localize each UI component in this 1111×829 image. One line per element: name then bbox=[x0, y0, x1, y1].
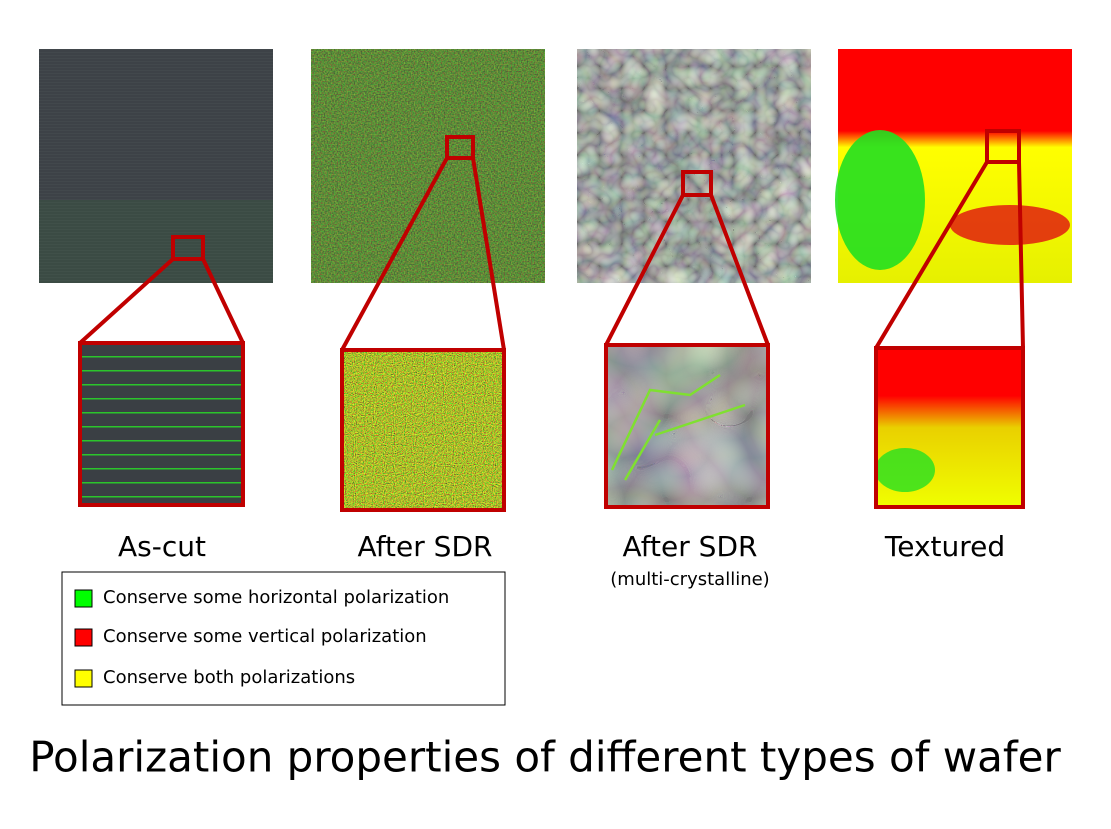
legend-label: Conserve some vertical polarization bbox=[103, 626, 427, 647]
zoom-region bbox=[681, 170, 713, 197]
zoom-image bbox=[606, 345, 768, 507]
panel-label: After SDR bbox=[358, 530, 493, 563]
figure-title: Polarization properties of different typ… bbox=[29, 733, 1061, 782]
legend: Conserve some horizontal polarization Con… bbox=[61, 571, 506, 706]
zoom-region bbox=[171, 235, 205, 261]
wafer-image bbox=[577, 49, 811, 283]
zoom-frame bbox=[78, 341, 245, 507]
zoom-region bbox=[445, 135, 475, 160]
panel-label: After SDR bbox=[623, 530, 758, 563]
panel-after-sdr: After SDR bbox=[311, 49, 545, 563]
panel-as-cut: As-cut bbox=[39, 49, 273, 563]
legend-label: Conserve some horizontal polarization bbox=[103, 587, 449, 608]
grain-boundaries bbox=[610, 373, 746, 481]
legend-swatch bbox=[74, 589, 93, 608]
panel-textured: Textured bbox=[835, 49, 1072, 563]
legend-swatch bbox=[74, 669, 93, 688]
zoom-image bbox=[80, 343, 243, 505]
zoom-region bbox=[985, 129, 1021, 164]
panel-multi-crystalline: After SDR (multi-crystalline) bbox=[577, 49, 811, 590]
zoom-frame bbox=[874, 346, 1025, 509]
wafer-image bbox=[311, 49, 545, 283]
panel-sublabel: (multi-crystalline) bbox=[610, 569, 769, 590]
wafer-image bbox=[39, 49, 273, 283]
legend-box bbox=[61, 571, 506, 706]
zoom-image bbox=[342, 350, 504, 510]
zoom-frame bbox=[340, 348, 506, 512]
panel-label: Textured bbox=[884, 530, 1005, 563]
wafer-red-area bbox=[950, 205, 1070, 245]
legend-swatch bbox=[74, 628, 93, 647]
zoom-green-area bbox=[875, 448, 935, 492]
legend-label: Conserve both polarizations bbox=[103, 667, 355, 688]
panel-label: As-cut bbox=[118, 530, 206, 563]
wafer-green-area bbox=[835, 130, 925, 270]
wafer-tint bbox=[39, 200, 273, 283]
zoom-frame bbox=[604, 343, 770, 509]
